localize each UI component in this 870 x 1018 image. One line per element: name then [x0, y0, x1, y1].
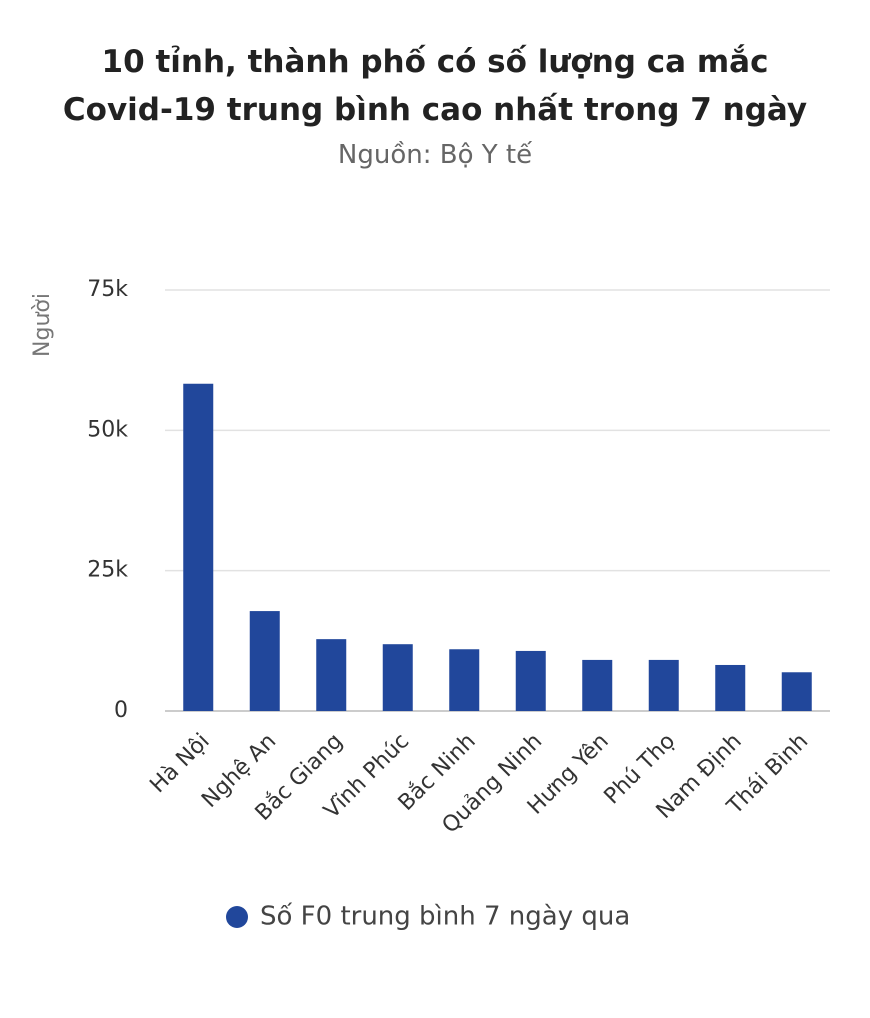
- y-tick-label: 75k: [87, 277, 128, 302]
- bar: [316, 639, 347, 711]
- bar: [515, 650, 546, 711]
- bar: [382, 644, 413, 711]
- bar: [249, 611, 280, 711]
- bar: [648, 659, 679, 711]
- legend-marker: [226, 906, 248, 928]
- bar: [715, 664, 746, 711]
- bar: [582, 659, 613, 711]
- bar: [781, 672, 812, 711]
- bar: [449, 649, 480, 711]
- bar: [183, 383, 214, 711]
- chart-title: 10 tỉnh, thành phố có số lượng ca mắc Co…: [62, 44, 808, 128]
- y-tick-label: 50k: [87, 417, 128, 442]
- y-tick-label: 25k: [87, 558, 128, 583]
- y-tick-label: 0: [114, 698, 128, 723]
- chart-subtitle: Nguồn: Bộ Y tế: [337, 140, 533, 170]
- y-axis-label: Người: [30, 293, 55, 357]
- legend-label: Số F0 trung bình 7 ngày qua: [260, 902, 630, 932]
